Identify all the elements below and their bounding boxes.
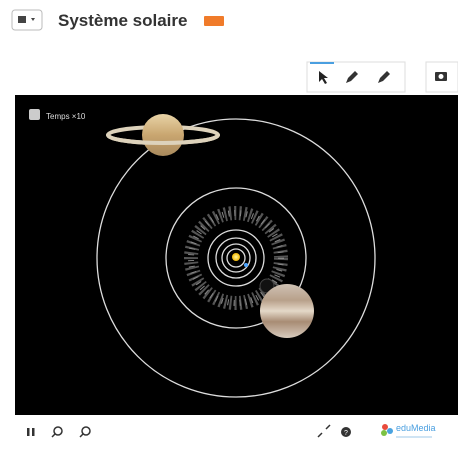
- badge: [204, 16, 224, 26]
- controls: ? eduMedia: [27, 423, 436, 438]
- svg-text:?: ?: [344, 430, 348, 437]
- pause-button[interactable]: [27, 428, 35, 436]
- zoom-out-button[interactable]: [80, 427, 90, 437]
- jupiter[interactable]: [260, 284, 314, 338]
- camera-button[interactable]: [435, 72, 447, 81]
- zoom-in-button[interactable]: [52, 427, 62, 437]
- logo-text: eduMedia: [396, 423, 436, 433]
- sun: [232, 253, 240, 261]
- page: Système solaire Temps ×10: [0, 0, 458, 445]
- checkbox-label: Temps ×10: [46, 112, 86, 121]
- title: Système solaire: [58, 11, 187, 30]
- earth: [244, 263, 248, 267]
- menu-button[interactable]: [12, 10, 42, 30]
- help-button[interactable]: ?: [341, 427, 351, 437]
- edumedia-logo[interactable]: eduMedia: [381, 423, 436, 438]
- fullscreen-button[interactable]: [318, 425, 330, 437]
- toolbar: [307, 62, 458, 92]
